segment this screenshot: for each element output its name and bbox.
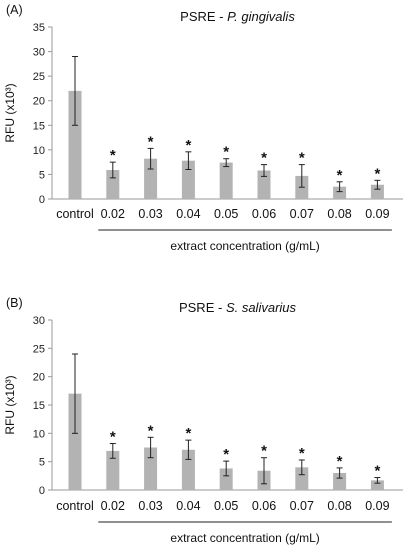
y-tick-label: 20	[33, 96, 45, 108]
y-tick-label: 25	[33, 343, 45, 355]
x-tick-label: 0.09	[365, 207, 389, 221]
y-tick-label: 10	[33, 428, 45, 440]
y-tick-label: 20	[33, 372, 45, 384]
bar	[257, 170, 271, 199]
x-tick-label: 0.05	[214, 499, 238, 513]
significance-marker: *	[261, 443, 267, 460]
y-tick-label: 30	[33, 315, 45, 327]
x-tick-label: 0.03	[138, 207, 162, 221]
bar	[144, 158, 158, 199]
significance-marker: *	[374, 463, 380, 480]
x-tick-label: 0.06	[252, 207, 276, 221]
chart-title: PSRE - P. gingivalis	[180, 9, 295, 24]
y-tick-label: 25	[33, 71, 45, 83]
y-tick-label: 15	[33, 120, 45, 132]
significance-marker: *	[185, 425, 191, 442]
significance-marker: *	[337, 167, 343, 184]
x-tick-label: 0.06	[252, 499, 276, 513]
x-tick-label: 0.03	[138, 499, 162, 513]
x-tick-label: 0.09	[365, 499, 389, 513]
bar	[370, 184, 384, 199]
chart-panel-a: (A) PSRE - P. gingivalis 0 5 10 15 20 25 30 35 RFU…	[3, 3, 403, 253]
y-tick-label: 15	[33, 400, 45, 412]
bar	[370, 480, 384, 490]
chart-title: PSRE - S. salivarius	[179, 300, 297, 315]
x-tick-label: 0.04	[176, 207, 200, 221]
bar	[68, 393, 82, 490]
x-tick-label: 0.07	[290, 207, 314, 221]
y-axis-label: RFU (x10³)	[3, 375, 17, 434]
x-tick-label: 0.08	[327, 499, 351, 513]
significance-marker: *	[148, 133, 154, 150]
significance-marker: *	[337, 453, 343, 470]
y-tick-label: 5	[39, 457, 45, 469]
bar	[144, 447, 158, 490]
y-axis-label: RFU (x10³)	[3, 83, 17, 142]
x-axis-label: extract concentration (g/mL)	[170, 531, 319, 545]
significance-marker: *	[148, 422, 154, 439]
significance-marker: *	[374, 165, 380, 182]
y-tick-label: 35	[33, 22, 45, 34]
y-tick-label: 30	[33, 47, 45, 59]
significance-marker: *	[299, 150, 305, 167]
significance-marker: *	[110, 429, 116, 446]
significance-marker: *	[223, 144, 229, 161]
panel-label: (B)	[6, 296, 23, 310]
x-axis-label: extract concentration (g/mL)	[170, 239, 319, 253]
x-tick-label: 0.05	[214, 207, 238, 221]
significance-marker: *	[223, 446, 229, 463]
bar	[181, 449, 195, 490]
bar	[106, 170, 120, 199]
bar	[219, 468, 233, 490]
x-tick-label: control	[56, 499, 94, 513]
significance-marker: *	[299, 445, 305, 462]
bar	[333, 186, 347, 199]
y-tick-label: 10	[33, 145, 45, 157]
y-tick-label: 0	[39, 194, 45, 206]
bar	[181, 160, 195, 199]
x-tick-label: control	[56, 207, 94, 221]
bar	[106, 450, 120, 490]
bar	[333, 473, 347, 490]
x-tick-label: 0.07	[290, 499, 314, 513]
x-tick-label: 0.02	[101, 499, 125, 513]
bar	[219, 162, 233, 199]
significance-marker: *	[185, 137, 191, 154]
significance-marker: *	[110, 147, 116, 164]
x-tick-label: 0.04	[176, 499, 200, 513]
y-tick-label: 0	[39, 485, 45, 497]
y-tick-label: 5	[39, 169, 45, 181]
x-tick-label: 0.08	[327, 207, 351, 221]
x-tick-label: 0.02	[101, 207, 125, 221]
panel-label: (A)	[6, 3, 23, 17]
bar	[68, 90, 82, 199]
significance-marker: *	[261, 150, 267, 167]
bar	[295, 467, 309, 490]
chart-panel-b: (B) PSRE - S. salivarius 0 5 10 15 20 25 30 RFU (…	[3, 296, 403, 545]
